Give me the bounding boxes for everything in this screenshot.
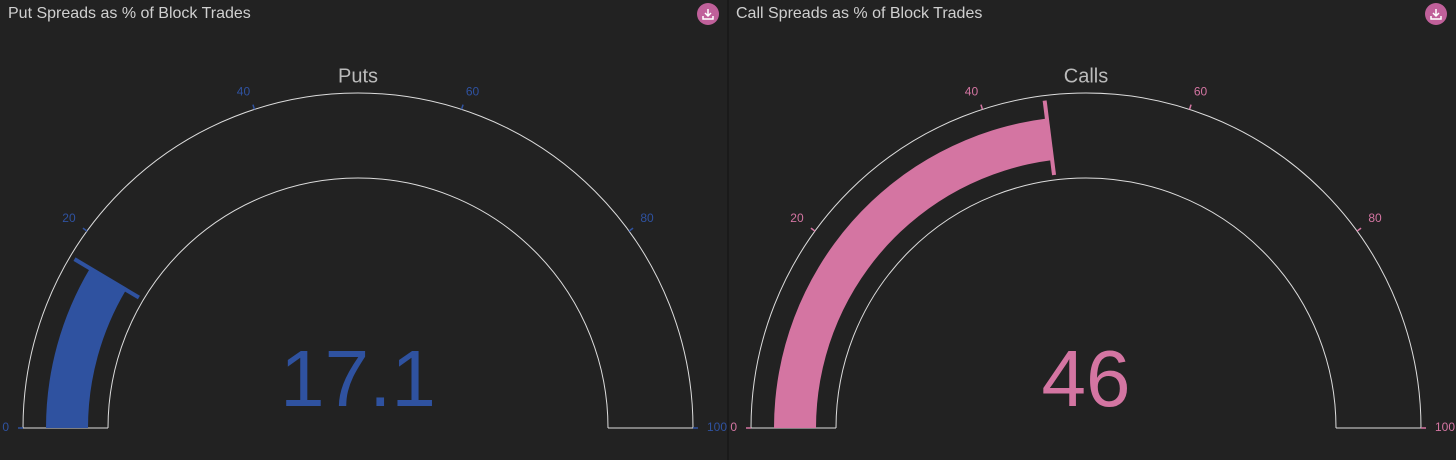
download-button[interactable] xyxy=(1425,3,1447,25)
tick-mark xyxy=(1356,227,1362,232)
panel-title: Put Spreads as % of Block Trades xyxy=(8,5,251,22)
download-button[interactable] xyxy=(697,3,719,25)
gauge-bar xyxy=(46,268,127,428)
tick-label: 60 xyxy=(1194,84,1208,98)
gauge-title: Calls xyxy=(1064,65,1108,87)
tick-label: 20 xyxy=(62,211,76,225)
tick-mark xyxy=(628,227,634,232)
tick-label: 80 xyxy=(640,211,654,225)
tick-mark xyxy=(460,104,464,110)
tick-label: 0 xyxy=(2,420,9,434)
gauge-outline xyxy=(750,92,1422,429)
gauge-outline xyxy=(22,92,694,429)
panel-title: Call Spreads as % of Block Trades xyxy=(736,5,982,22)
gauge-title: Puts xyxy=(338,65,378,87)
gauge-value: 46 xyxy=(1042,334,1131,423)
tick-label: 0 xyxy=(730,420,737,434)
tick-mark xyxy=(810,227,816,232)
tick-label: 80 xyxy=(1368,211,1382,225)
tick-label: 60 xyxy=(466,84,480,98)
tick-label: 100 xyxy=(707,420,727,434)
tick-mark xyxy=(1188,104,1192,110)
tick-label: 40 xyxy=(237,84,251,98)
download-icon xyxy=(1430,9,1442,20)
gauge-value: 17.1 xyxy=(280,334,436,423)
gauge-bar xyxy=(774,118,1053,429)
download-icon xyxy=(702,9,714,20)
tick-mark xyxy=(82,227,88,232)
tick-mark xyxy=(980,104,984,110)
tick-label: 40 xyxy=(965,84,979,98)
gauge-marker xyxy=(1042,100,1057,176)
tick-mark xyxy=(252,104,256,110)
gauge-marker xyxy=(73,257,140,300)
tick-label: 100 xyxy=(1435,420,1455,434)
tick-label: 20 xyxy=(790,211,804,225)
